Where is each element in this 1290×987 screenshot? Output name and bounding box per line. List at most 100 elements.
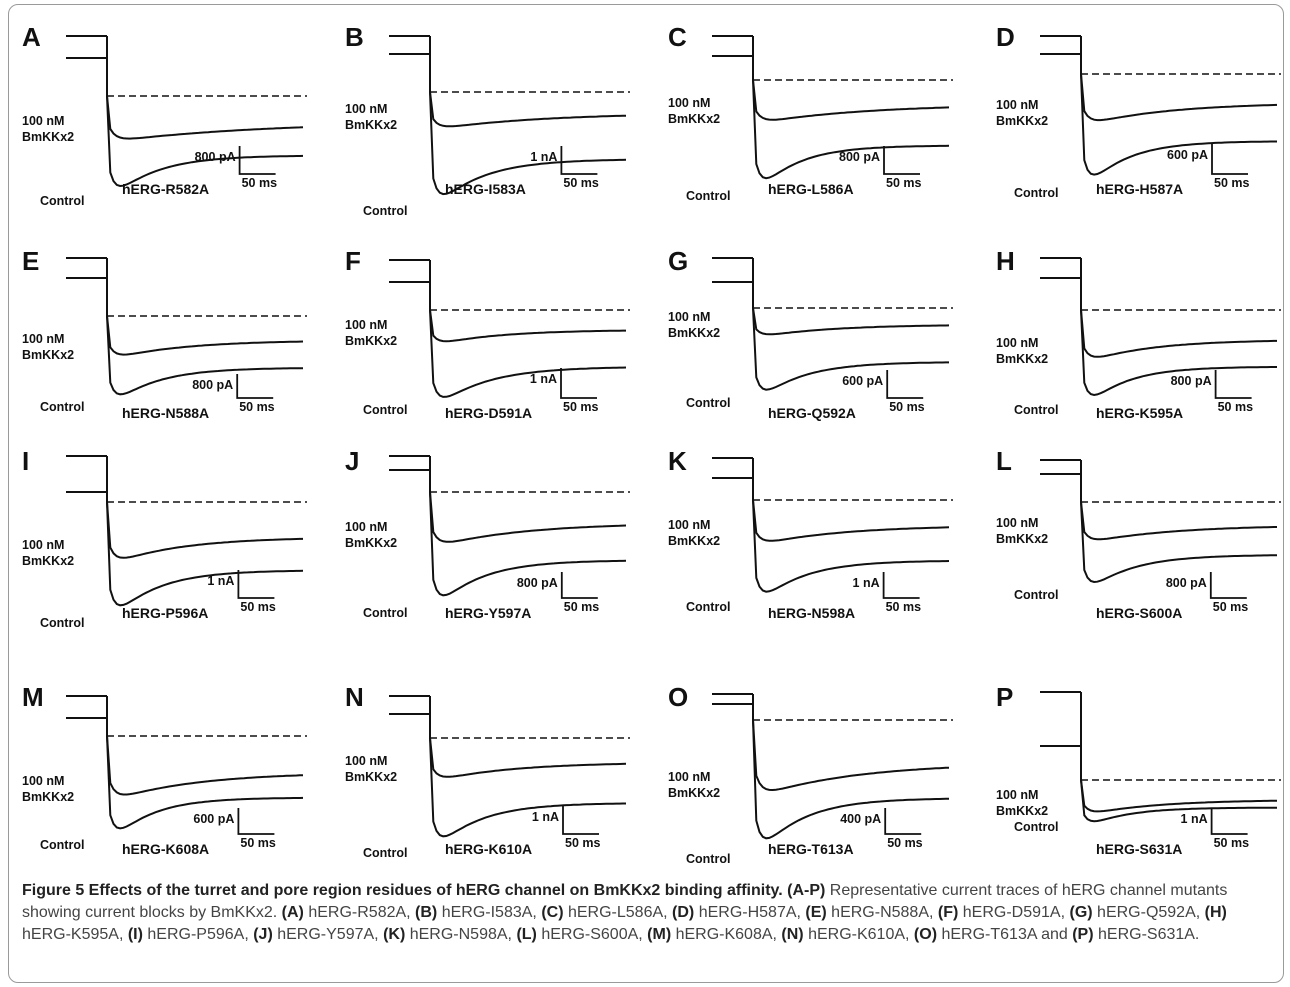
toxin-name-label: BmKKx2 — [996, 804, 1049, 818]
toxin-concentration-label: 100 nM — [668, 96, 711, 110]
caption-ref: (D) — [672, 904, 695, 921]
time-scale-label: 50 ms — [886, 176, 922, 190]
mutant-label: hERG-N598A — [768, 605, 856, 621]
caption-item-text: hERG-T613A and — [937, 926, 1073, 943]
caption-item-text: hERG-K608A, — [671, 926, 782, 943]
current-trace-plot — [1040, 691, 1281, 835]
toxin-trace — [429, 309, 626, 343]
scale-bar — [560, 572, 598, 599]
step-trace — [1040, 257, 1082, 310]
caption-item-text: hERG-H587A, — [694, 904, 806, 921]
current-trace-plot — [1040, 459, 1281, 599]
step-trace — [389, 259, 431, 310]
step-trace — [389, 35, 431, 92]
scale-bar — [882, 572, 920, 599]
time-scale-label: 50 ms — [563, 176, 599, 190]
panel-b: B 100 nM BmKKx2 Control 1 nA 50 ms hERG-I583A — [345, 24, 635, 218]
current-scale-label: 1 nA — [852, 576, 880, 590]
control-trace — [752, 79, 950, 180]
toxin-concentration-label: 100 nM — [668, 310, 711, 324]
current-scale-label: 800 pA — [516, 576, 558, 590]
current-scale-label: 800 pA — [839, 150, 880, 164]
panel-letter: I — [22, 446, 30, 476]
caption-intro: Representative current traces of hERG ch… — [22, 882, 1228, 921]
control-label: Control — [686, 852, 731, 866]
toxin-name-label: BmKKx2 — [22, 348, 75, 362]
scale-bar — [560, 368, 597, 399]
control-label: Control — [686, 189, 731, 203]
toxin-trace — [106, 315, 304, 356]
current-scale-label: 1 nA — [207, 574, 235, 588]
panel-g: G 100 nM BmKKx2 Control 600 pA 50 ms hERG-Q592… — [668, 248, 958, 430]
step-trace — [1040, 35, 1082, 74]
toxin-name-label: BmKKx2 — [22, 130, 75, 144]
mutant-label: hERG-K608A — [122, 841, 210, 857]
panel-m: M 100 nM BmKKx2 Control 600 pA 50 ms hERG-K608… — [22, 684, 312, 866]
scale-bar — [238, 146, 276, 175]
panel-f: F 100 nM BmKKx2 Control 1 nA 50 ms hERG-D591A — [345, 248, 635, 430]
panel-letter: P — [996, 682, 1014, 712]
control-label: Control — [1014, 403, 1059, 417]
current-scale-label: 800 pA — [1165, 576, 1207, 590]
toxin-trace — [106, 735, 304, 796]
time-scale-label: 50 ms — [1214, 176, 1250, 190]
toxin-concentration-label: 100 nM — [668, 770, 711, 784]
current-scale-label: 1 nA — [531, 810, 559, 824]
current-trace-plot — [66, 695, 307, 835]
panel-l: L 100 nM BmKKx2 Control 800 pA 50 ms hERG-S600… — [996, 448, 1286, 630]
scale-bar — [560, 146, 598, 175]
time-scale-label: 50 ms — [563, 600, 600, 614]
caption-ref: (P) — [1072, 926, 1094, 943]
time-scale-label: 50 ms — [1212, 600, 1249, 614]
toxin-trace — [1080, 73, 1278, 122]
caption-item-text: hERG-S631A. — [1093, 926, 1200, 943]
toxin-trace — [106, 501, 303, 559]
panel-letter: N — [345, 682, 364, 712]
mutant-label: hERG-H587A — [1096, 181, 1184, 197]
current-scale-label: 800 pA — [1170, 374, 1212, 388]
panel-h: H 100 nM BmKKx2 Control 800 pA 50 ms hERG-K595… — [996, 248, 1286, 430]
toxin-name-label: BmKKx2 — [345, 334, 398, 348]
control-trace — [429, 91, 627, 196]
control-trace — [429, 491, 627, 597]
panel-letter: L — [996, 446, 1012, 476]
panel-k: K 100 nM BmKKx2 Control 1 nA 50 ms hERG-N598A — [668, 448, 958, 630]
toxin-name-label: BmKKx2 — [22, 554, 75, 568]
panel-letter: M — [22, 682, 44, 712]
panel-letter: O — [668, 682, 689, 712]
control-trace — [429, 737, 626, 838]
current-scale-label: 600 pA — [193, 812, 235, 826]
panel-p: P 100 nM BmKKx2 Control 1 nA 50 ms hERG-S631A — [996, 684, 1286, 866]
control-label: Control — [1014, 588, 1059, 602]
time-scale-label: 50 ms — [565, 836, 601, 850]
caption-ref: (G) — [1069, 904, 1093, 921]
toxin-concentration-label: 100 nM — [22, 332, 65, 346]
control-label: Control — [40, 838, 85, 852]
time-scale-label: 50 ms — [887, 836, 923, 850]
step-trace — [712, 693, 754, 720]
toxin-name-label: BmKKx2 — [22, 790, 75, 804]
control-label: Control — [363, 606, 408, 620]
toxin-name-label: BmKKx2 — [668, 534, 721, 548]
caption-items: (A) hERG-R582A, (B) hERG-I583A, (C) hERG… — [22, 904, 1227, 943]
toxin-name-label: BmKKx2 — [345, 536, 398, 550]
current-trace-plot — [66, 35, 307, 188]
control-trace — [752, 719, 949, 840]
caption-ref: (N) — [781, 926, 804, 943]
caption-ref: (I) — [127, 926, 143, 943]
panel-i: I 100 nM BmKKx2 Control 1 nA 50 ms hERG-P596A — [22, 448, 312, 630]
time-scale-label: 50 ms — [1217, 400, 1254, 414]
toxin-concentration-label: 100 nM — [345, 520, 388, 534]
current-trace-plot — [712, 257, 953, 399]
caption-title: Figure 5 Effects of the turret and pore … — [22, 882, 783, 899]
panel-letter: C — [668, 22, 687, 52]
current-scale-label: 1 nA — [529, 372, 557, 386]
caption-item-text: hERG-N588A, — [826, 904, 938, 921]
caption-ref: (H) — [1204, 904, 1227, 921]
caption-item-text: hERG-N598A, — [405, 926, 517, 943]
control-trace — [106, 95, 304, 188]
toxin-name-label: BmKKx2 — [345, 118, 398, 132]
toxin-trace — [1080, 309, 1277, 358]
current-scale-label: 600 pA — [1167, 148, 1208, 162]
scale-bar — [237, 808, 275, 835]
